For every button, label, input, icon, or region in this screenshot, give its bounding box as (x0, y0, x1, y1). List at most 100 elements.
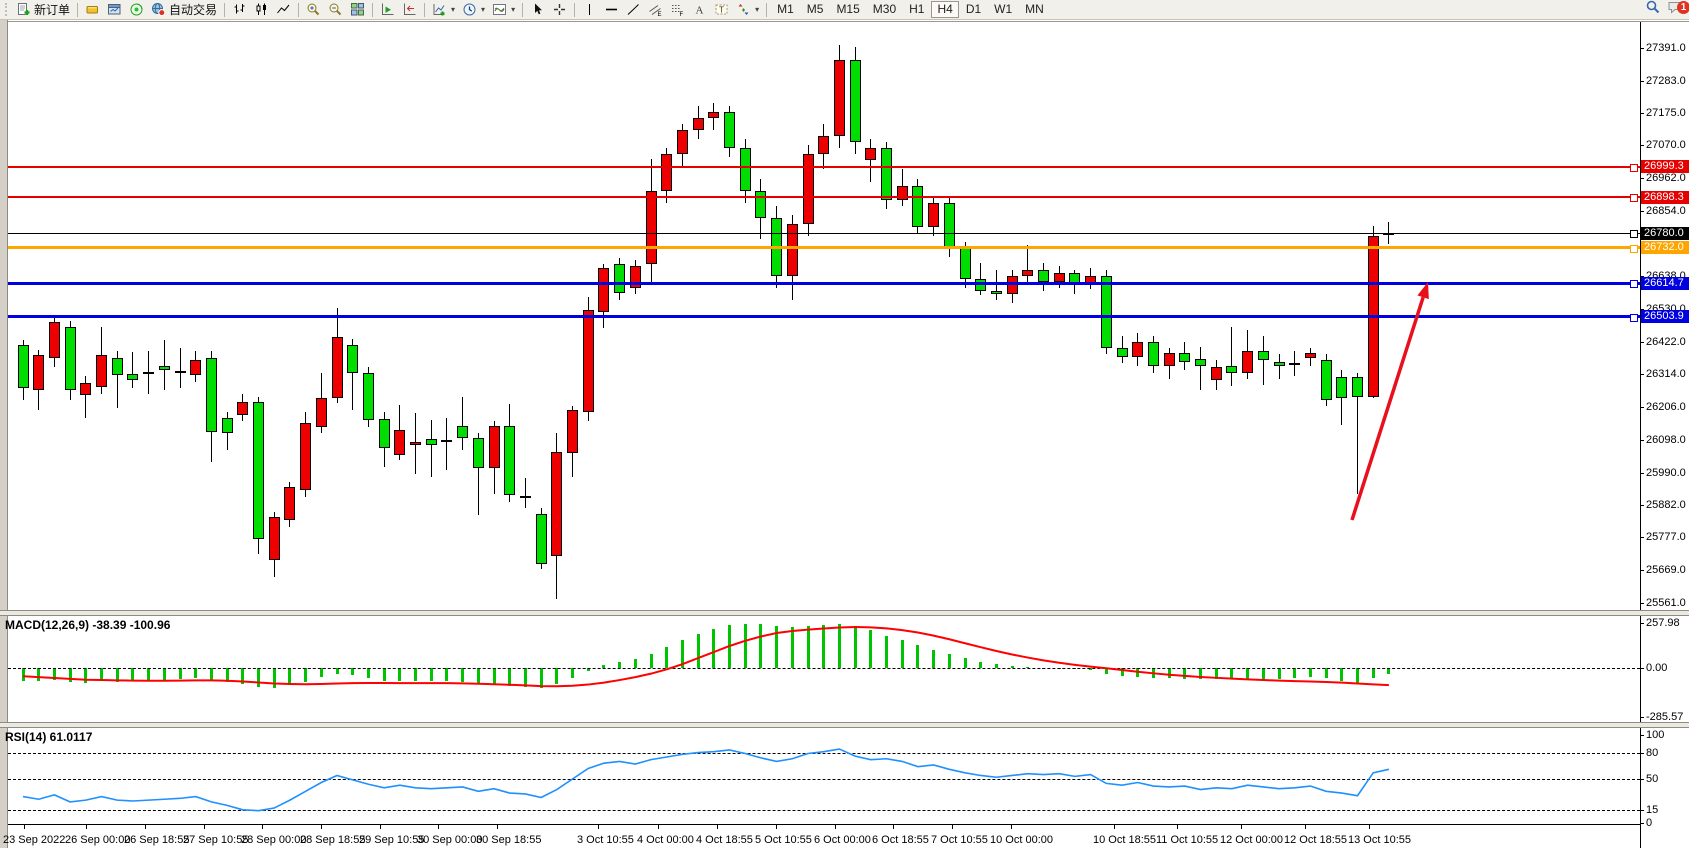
macd-axis-tick (1640, 623, 1644, 624)
vline-button[interactable] (579, 1, 600, 19)
horizontal-line-26999.3[interactable] (8, 165, 1640, 168)
trendline-button[interactable] (623, 1, 644, 19)
rsi-panel[interactable] (8, 726, 1640, 825)
periods-button[interactable]: ▾ (459, 1, 488, 19)
candle (1210, 366, 1222, 380)
svg-text:F: F (680, 12, 684, 17)
price-level-badge: 26898.3 (1641, 190, 1689, 204)
zoom-out-button[interactable] (325, 1, 346, 19)
time-axis-tick (658, 824, 659, 829)
time-axis-tick (1305, 824, 1306, 829)
panel-splitter[interactable] (0, 610, 1689, 616)
tile-windows-button[interactable] (347, 1, 368, 19)
market-watch-button[interactable] (126, 1, 147, 19)
candle-wick (1027, 244, 1029, 285)
templates-button[interactable]: ▾ (489, 1, 518, 19)
timeframe-m1[interactable]: M1 (777, 2, 794, 16)
timeframe-m5[interactable]: M5 (806, 2, 824, 16)
macd-histogram-bar (633, 658, 637, 668)
crosshair-button[interactable] (549, 1, 570, 19)
line-chart-button[interactable] (273, 1, 294, 19)
candle-wick (1231, 326, 1233, 387)
price-axis-label: 26422.0 (1646, 335, 1686, 348)
time-axis-label: 28 Sep 18:55 (300, 834, 366, 846)
timeframe-mn[interactable]: MN (1025, 2, 1044, 16)
price-axis-tick (1640, 472, 1644, 474)
timeframe-m30[interactable]: M30 (872, 2, 897, 16)
macd-histogram-bar (680, 639, 684, 668)
chevron-down-icon[interactable]: ▾ (755, 5, 760, 14)
candle (48, 321, 60, 359)
toolbar-separator (766, 2, 768, 17)
price-axis-tick (1640, 537, 1644, 539)
text-button[interactable]: A (689, 1, 710, 19)
macd-histogram-bar (1026, 666, 1030, 668)
panel-splitter[interactable] (0, 722, 1689, 728)
macd-axis-label: 257.98 (1646, 617, 1680, 629)
chevron-down-icon[interactable]: ▾ (511, 5, 516, 14)
candle (567, 410, 578, 454)
indicators-button[interactable]: ▾ (429, 1, 458, 19)
chevron-down-icon[interactable]: ▾ (481, 5, 486, 14)
candle (1116, 348, 1128, 358)
price-axis-tick (1640, 210, 1644, 212)
hline-button[interactable] (601, 1, 622, 19)
rsi-level-line-50[interactable] (8, 779, 1640, 780)
macd-panel[interactable] (8, 614, 1640, 722)
macd-histogram-bar (665, 646, 669, 668)
macd-histogram-bar (272, 667, 276, 689)
timeframe-m15[interactable]: M15 (836, 2, 860, 16)
candle-wick (524, 478, 526, 509)
fibonacci-button[interactable]: F (667, 1, 688, 19)
candle (786, 224, 798, 276)
timeframe-w1[interactable]: W1 (994, 2, 1013, 16)
channel-button[interactable]: E (645, 1, 666, 19)
candle (425, 439, 437, 446)
label-button[interactable]: T (711, 1, 732, 19)
horizontal-line-26898.3[interactable] (8, 196, 1640, 199)
macd-histogram-bar (1356, 667, 1359, 685)
chevron-down-icon[interactable]: ▾ (451, 5, 456, 14)
new-chart-button[interactable] (104, 1, 125, 19)
macd-histogram-bar (84, 667, 88, 684)
timeframe-d1[interactable]: D1 (965, 2, 982, 16)
notifications-button[interactable]: 1 (1667, 0, 1689, 20)
time-axis-label: 30 Sep 18:55 (476, 834, 542, 846)
chart-shift-button[interactable] (399, 1, 420, 19)
auto-scroll-button[interactable] (377, 1, 398, 19)
candle (1273, 361, 1285, 366)
price-axis-tick (1640, 439, 1644, 441)
market-depth-button[interactable] (82, 1, 103, 19)
candle-wick (352, 339, 354, 411)
cursor-button[interactable] (527, 1, 548, 19)
macd-histogram-bar (618, 661, 622, 668)
arrows-button[interactable]: ▾ (733, 1, 762, 19)
candle (519, 496, 531, 499)
candle (708, 111, 720, 118)
candle (849, 60, 861, 143)
candle (1289, 362, 1301, 365)
search-icon[interactable] (1645, 0, 1661, 20)
rsi-level-line-80[interactable] (8, 752, 1640, 754)
timeframe-h4[interactable]: H4 (931, 1, 959, 18)
candle (127, 374, 139, 381)
rsi-level-line-15[interactable] (8, 809, 1640, 811)
macd-histogram-bar (853, 626, 857, 668)
candlestick-button[interactable] (251, 1, 272, 19)
horizontal-line-26780.0[interactable] (8, 232, 1640, 234)
price-chart-panel[interactable] (8, 22, 1640, 610)
time-axis-tick (952, 824, 953, 829)
candles-icon (254, 2, 269, 17)
bar-chart-button[interactable] (229, 1, 250, 19)
horizontal-line-26732.0[interactable] (8, 246, 1640, 250)
auto-trading-button[interactable]: 自动交易 (148, 1, 220, 19)
price-axis-tick (1640, 374, 1644, 376)
timeframe-h1[interactable]: H1 (909, 2, 925, 16)
zoom-in-button[interactable] (303, 1, 324, 19)
new-order-button[interactable]: 新订单 (13, 1, 73, 19)
rsi-axis-label: 15 (1646, 803, 1659, 816)
price-level-badge: 26732.0 (1641, 241, 1689, 255)
candle (551, 452, 563, 556)
horizontal-line-26614.7[interactable] (8, 281, 1640, 285)
horizontal-line-26503.9[interactable] (8, 315, 1640, 319)
